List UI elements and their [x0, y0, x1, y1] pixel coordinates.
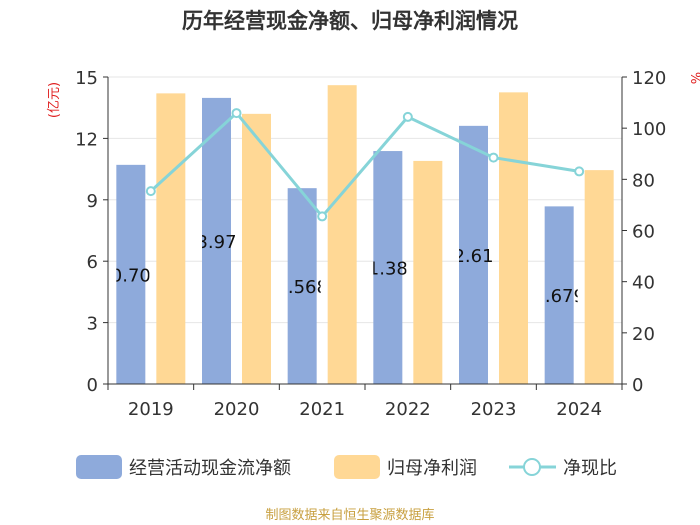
legend: 经营活动现金流净额 归母净利润 净现比: [76, 455, 617, 479]
ratio-point: [231, 108, 242, 119]
ratio-point: [402, 111, 413, 122]
legend-label-cash-flow: 经营活动现金流净额: [129, 458, 291, 479]
y-right-tick-label: 100: [632, 119, 666, 140]
bar-data-label: 13.979: [185, 232, 248, 253]
y-left-tick-label: 6: [87, 252, 98, 273]
legend-swatch-cash-flow: [76, 455, 122, 479]
y-left-tick-label: 9: [87, 191, 98, 212]
source-note: 制图数据来自恒生聚源数据库: [265, 507, 434, 523]
y-left-tick-label: 15: [75, 68, 98, 89]
ratio-line: [145, 108, 585, 222]
bar-net-profit: [156, 93, 186, 384]
bar-data-label: 10.708: [99, 265, 162, 286]
y-left-tick-label: 0: [87, 375, 98, 396]
y-left-tick-label: 3: [87, 314, 98, 335]
ratio-point: [574, 166, 585, 177]
bar-cash-flow: [459, 125, 488, 384]
bar-net-profit: [499, 92, 528, 384]
bar-data-label: 12.613: [442, 246, 505, 267]
x-tick-label: 2020: [214, 399, 260, 420]
y-right-tick-label: 60: [632, 222, 655, 243]
bar-cash-flow: [544, 206, 574, 384]
ratio-point: [145, 186, 156, 197]
legend-swatch-net-profit: [334, 455, 380, 479]
bar-data-label: 11.382: [356, 259, 419, 280]
bars: [116, 85, 614, 384]
x-tick-label: 2023: [471, 399, 517, 420]
x-tick-label: 2022: [385, 399, 431, 420]
chart-title: 历年经营现金净额、归母净利润情况: [182, 9, 518, 33]
y-axis-right-label: %: [687, 72, 700, 84]
bar-net-profit: [584, 170, 614, 384]
bar-cash-flow: [116, 164, 146, 384]
bar-data-label: 9.568: [276, 277, 328, 298]
legend-label-net-profit: 归母净利润: [387, 458, 477, 479]
legend-label-ratio: 净现比: [563, 458, 617, 479]
x-tick-label: 2019: [128, 399, 174, 420]
y-right-tick-label: 20: [632, 324, 655, 345]
y-right-tick-label: 40: [632, 273, 655, 294]
bar-data-labels: 10.708 13.979 9.568 11.382 12.613 8.679: [99, 232, 585, 307]
ratio-point: [317, 211, 328, 222]
y-left-tick-label: 12: [75, 129, 98, 150]
bar-net-profit: [413, 160, 443, 384]
bar-net-profit: [327, 85, 357, 384]
bar-net-profit: [242, 113, 271, 384]
y-axis-left-label: (亿元): [47, 82, 62, 118]
legend-swatch-ratio-point: [523, 458, 541, 476]
y-right-tick-label: 80: [632, 170, 655, 191]
ratio-line-path: [149, 110, 580, 219]
bar-data-label: 8.679: [533, 286, 585, 307]
x-tick-label: 2021: [299, 399, 345, 420]
axes: 0 3 6 9 12 15 0 20 40 60 80 100 120 2019 2020 2021 2022 2…: [75, 68, 666, 420]
bar-cash-flow: [373, 151, 403, 384]
y-right-tick-label: 0: [632, 375, 643, 396]
grid-lines: [108, 76, 622, 324]
bar-cash-flow: [287, 188, 317, 384]
bar-cash-flow: [202, 97, 231, 384]
ratio-point: [488, 152, 499, 163]
x-tick-label: 2024: [556, 399, 602, 420]
y-right-tick-label: 120: [632, 68, 666, 89]
